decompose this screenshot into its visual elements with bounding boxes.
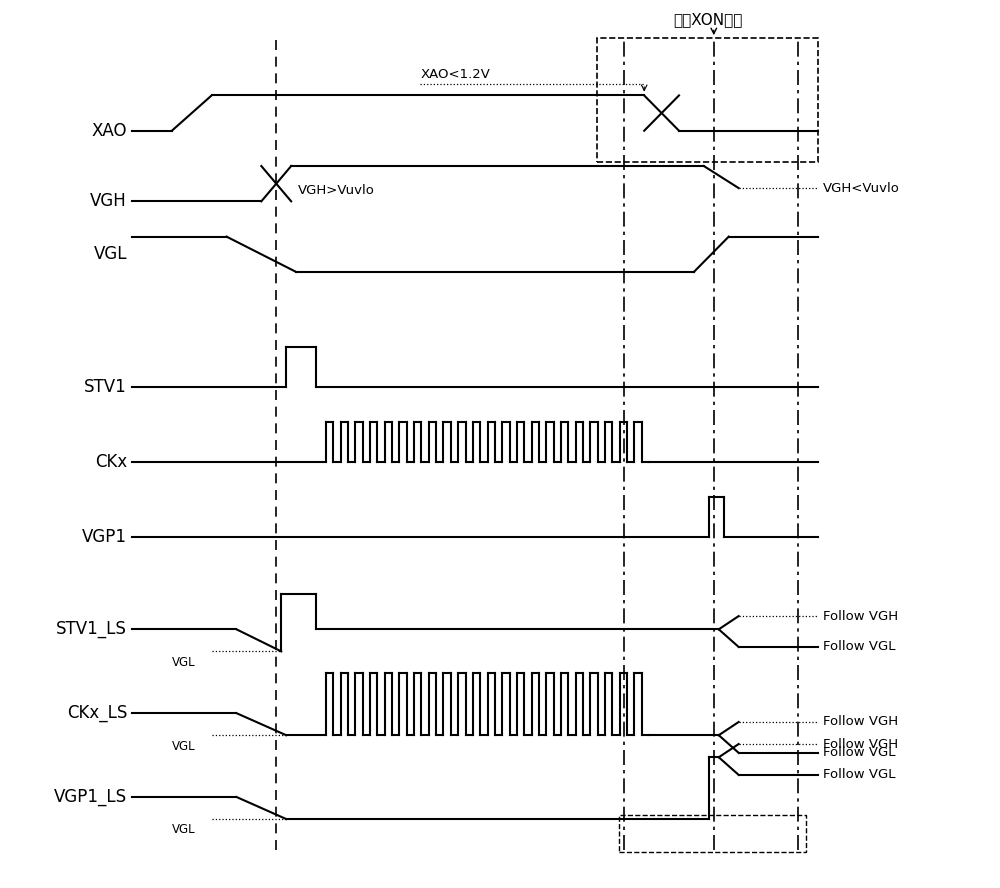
Text: STV1: STV1 bbox=[84, 377, 127, 396]
Text: Follow VGL: Follow VGL bbox=[823, 746, 896, 759]
Text: VGP1: VGP1 bbox=[82, 527, 127, 545]
Bar bbox=[597, 38, 818, 162]
Text: Follow VGL: Follow VGL bbox=[823, 640, 896, 654]
Text: VGL: VGL bbox=[172, 655, 195, 669]
Text: CKx_LS: CKx_LS bbox=[67, 704, 127, 722]
Text: VGH: VGH bbox=[90, 193, 127, 210]
Text: VGL: VGL bbox=[172, 823, 195, 836]
Text: XAO<1.2V: XAO<1.2V bbox=[420, 68, 490, 82]
Text: VGL: VGL bbox=[94, 245, 127, 263]
Bar bbox=[619, 814, 806, 852]
Text: 开启XON功能: 开启XON功能 bbox=[673, 12, 743, 28]
Text: VGL: VGL bbox=[172, 740, 195, 753]
Text: CKx: CKx bbox=[95, 453, 127, 471]
Text: VGH<Vuvlo: VGH<Vuvlo bbox=[823, 181, 900, 194]
Text: Follow VGH: Follow VGH bbox=[823, 738, 898, 750]
Text: Follow VGH: Follow VGH bbox=[823, 716, 898, 728]
Text: XAO: XAO bbox=[92, 122, 127, 139]
Text: Follow VGL: Follow VGL bbox=[823, 768, 896, 781]
Text: VGH>Vuvlo: VGH>Vuvlo bbox=[298, 184, 375, 197]
Text: STV1_LS: STV1_LS bbox=[56, 621, 127, 638]
Text: Follow VGH: Follow VGH bbox=[823, 609, 898, 622]
Text: VGP1_LS: VGP1_LS bbox=[54, 788, 127, 806]
